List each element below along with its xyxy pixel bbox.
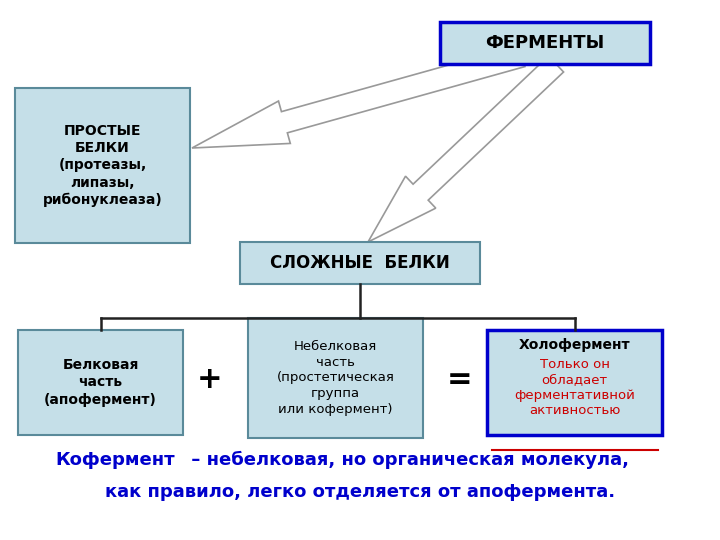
FancyBboxPatch shape	[15, 88, 190, 243]
Text: ФЕРМЕНТЫ: ФЕРМЕНТЫ	[485, 34, 605, 52]
Polygon shape	[192, 45, 525, 148]
Text: =: =	[447, 366, 473, 395]
Text: +: +	[197, 366, 222, 395]
FancyBboxPatch shape	[248, 318, 423, 438]
Text: – небелковая, но органическая молекула,: – небелковая, но органическая молекула,	[185, 451, 629, 469]
Text: Кофермент: Кофермент	[55, 451, 175, 469]
Text: Только он
обладает
ферментативной
активностью: Только он обладает ферментативной активн…	[514, 358, 635, 417]
Text: СЛОЖНЫЕ  БЕЛКИ: СЛОЖНЫЕ БЕЛКИ	[270, 254, 450, 272]
Text: ПРОСТЫЕ
БЕЛКИ
(протеазы,
липазы,
рибонуклеаза): ПРОСТЫЕ БЕЛКИ (протеазы, липазы, рибонук…	[42, 124, 163, 207]
FancyBboxPatch shape	[240, 242, 480, 284]
FancyBboxPatch shape	[18, 330, 183, 435]
FancyBboxPatch shape	[487, 330, 662, 435]
Text: как правило, легко отделяется от апофермента.: как правило, легко отделяется от апоферм…	[105, 483, 615, 501]
Text: Холофермент: Холофермент	[518, 338, 630, 352]
Text: Небелковая
часть
(простетическая
группа
или кофермент): Небелковая часть (простетическая группа …	[276, 340, 395, 416]
Text: Белковая
часть
(апофермент): Белковая часть (апофермент)	[44, 358, 157, 407]
FancyBboxPatch shape	[440, 22, 650, 64]
Polygon shape	[368, 56, 564, 242]
